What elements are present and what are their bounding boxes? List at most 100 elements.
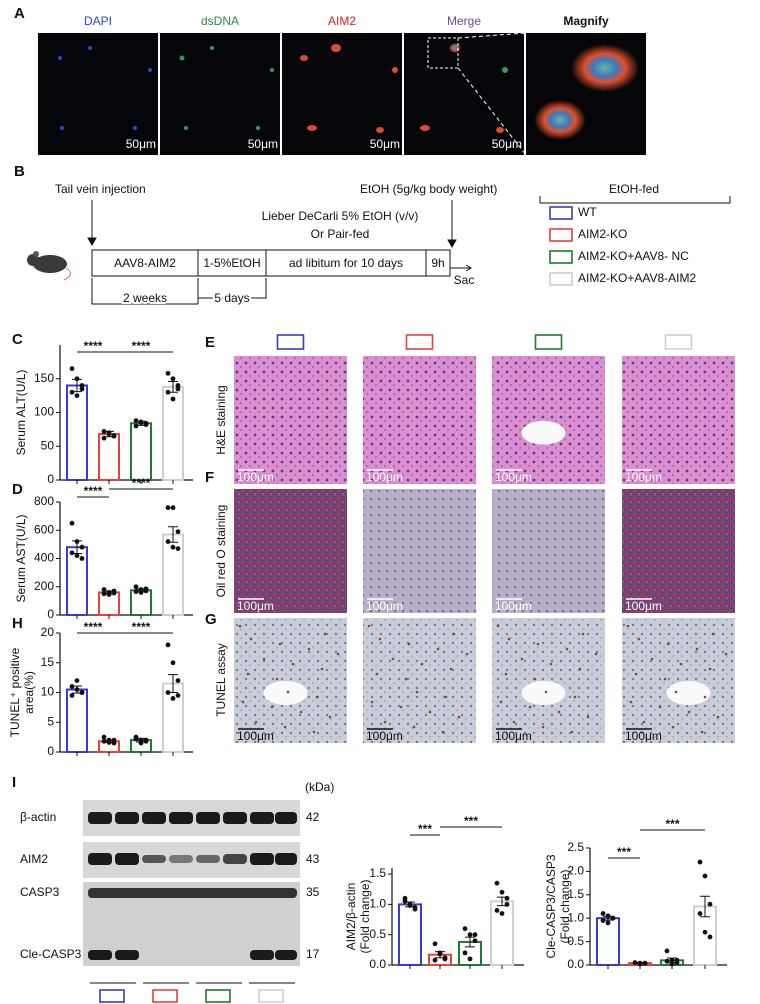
data-point: [494, 880, 500, 886]
data-point: [101, 738, 107, 744]
tunel-dot: [249, 637, 253, 641]
data-point: [69, 366, 75, 372]
duration: 2 weeks: [123, 291, 167, 305]
data-point: [101, 591, 107, 597]
data-point: [133, 418, 139, 423]
tunel-dot: [254, 720, 258, 724]
zoom-box: [427, 37, 459, 69]
duration: 5 days: [214, 291, 249, 305]
y-tick-label: 150: [34, 371, 54, 385]
data-point: [106, 430, 112, 436]
group-swatch: [258, 989, 284, 1003]
tunel-dot: [307, 647, 311, 651]
data-point: [101, 435, 107, 441]
tunel-dot: [536, 642, 540, 646]
y-tick-label: 1.5: [369, 866, 386, 880]
data-point: [467, 932, 473, 938]
data-point: [133, 589, 139, 595]
panel-letter: D: [12, 481, 23, 498]
legend-swatch: [549, 250, 573, 264]
tunel-dot: [465, 652, 469, 656]
significance: ****: [132, 620, 151, 634]
micrograph: [363, 489, 476, 613]
micrograph: [234, 356, 347, 484]
data-point: [175, 383, 181, 388]
tunel-dot: [634, 672, 638, 676]
tunel-dot: [378, 637, 382, 641]
data-point: [143, 420, 149, 426]
kda: 43: [306, 852, 320, 866]
data-point: [74, 393, 80, 399]
micrograph: [234, 489, 347, 613]
data-point: [707, 934, 713, 940]
aim2: [300, 44, 398, 133]
nuclei: [58, 46, 152, 130]
tunel-dot: [708, 667, 712, 671]
legend: WT AIM2-KO AIM2-KO+AAV8- NC AIM2-KO+AAV8-AI…: [549, 205, 696, 286]
significance: ****: [132, 476, 151, 490]
y-tick-label: 0: [47, 744, 54, 758]
data-point: [111, 737, 117, 743]
bar: [66, 688, 88, 754]
data-point: [138, 590, 144, 595]
scale-bar: 100μm: [237, 599, 274, 613]
arrowhead: [465, 264, 472, 272]
tunel-dot: [238, 624, 242, 628]
label: Or Pair-fed: [311, 227, 370, 241]
panel-efg: 100μm 100μm 100μm 100μm 100μm 100μm 100μm 100μm…: [234, 334, 735, 743]
y-axis-label: Cle-CASP3/CASP3: [544, 854, 558, 958]
data-point: [432, 941, 438, 947]
y-tick-label: 0.5: [369, 927, 386, 941]
tunel-dot: [507, 637, 511, 641]
scale-bar: 100μm: [237, 470, 274, 484]
y-axis-label: TUNEL⁺ positive: [8, 647, 22, 737]
timeline-label: 1-5%EtOH: [203, 256, 260, 270]
data-point: [165, 389, 171, 395]
vessel: [521, 420, 566, 445]
tunel-dot: [626, 624, 630, 628]
scale-bar: 100μm: [625, 729, 662, 743]
group-swatch: [534, 334, 563, 350]
tunel-dot: [315, 695, 319, 699]
mouse: [27, 251, 71, 281]
data-point: [79, 544, 85, 550]
tunel-dot: [724, 652, 728, 656]
row-label: Oil red O staining: [214, 505, 228, 598]
data-point: [175, 386, 181, 392]
scale-bar: 100μm: [495, 470, 532, 484]
data-point: [494, 908, 500, 913]
data-point: [74, 539, 80, 544]
data-point: [499, 889, 505, 895]
y-tick-label: 50: [41, 438, 55, 452]
tunel-dot: [512, 720, 516, 724]
significance: ***: [464, 814, 478, 828]
tunel-dot: [594, 652, 598, 656]
y-tick-label: 0.0: [567, 957, 584, 971]
tunel-dot: [541, 725, 545, 729]
y-axis-label: (Fold change): [358, 879, 372, 953]
panel-b-text: Tail vein injection EtOH (5g/kg body wei…: [55, 182, 659, 307]
arrowhead: [447, 239, 457, 249]
tunel-dot: [650, 657, 654, 661]
data-point: [74, 678, 80, 683]
tunel-dot: [278, 642, 282, 646]
tunel-dot: [528, 705, 532, 709]
y-axis-label: Serum AST(U/L): [14, 514, 28, 602]
data-point: [175, 678, 181, 683]
timeline-label: 9h: [431, 256, 444, 270]
error-bar: [465, 936, 475, 948]
data-point: [467, 956, 473, 962]
data-point: [79, 690, 85, 695]
dsdna: [179, 46, 274, 130]
tunel-dot: [399, 705, 403, 709]
scale-bar: 100μm: [625, 470, 662, 484]
panel-letter: A: [14, 5, 25, 22]
tunel-dot: [291, 662, 295, 666]
y-tick-label: 0: [47, 607, 54, 621]
tunel-dot: [642, 720, 646, 724]
y-tick-label: 1.0: [369, 897, 386, 911]
tunel-dot: [383, 720, 387, 724]
tunel-dot: [449, 667, 453, 671]
bar: [98, 433, 120, 482]
bar: [130, 422, 152, 481]
